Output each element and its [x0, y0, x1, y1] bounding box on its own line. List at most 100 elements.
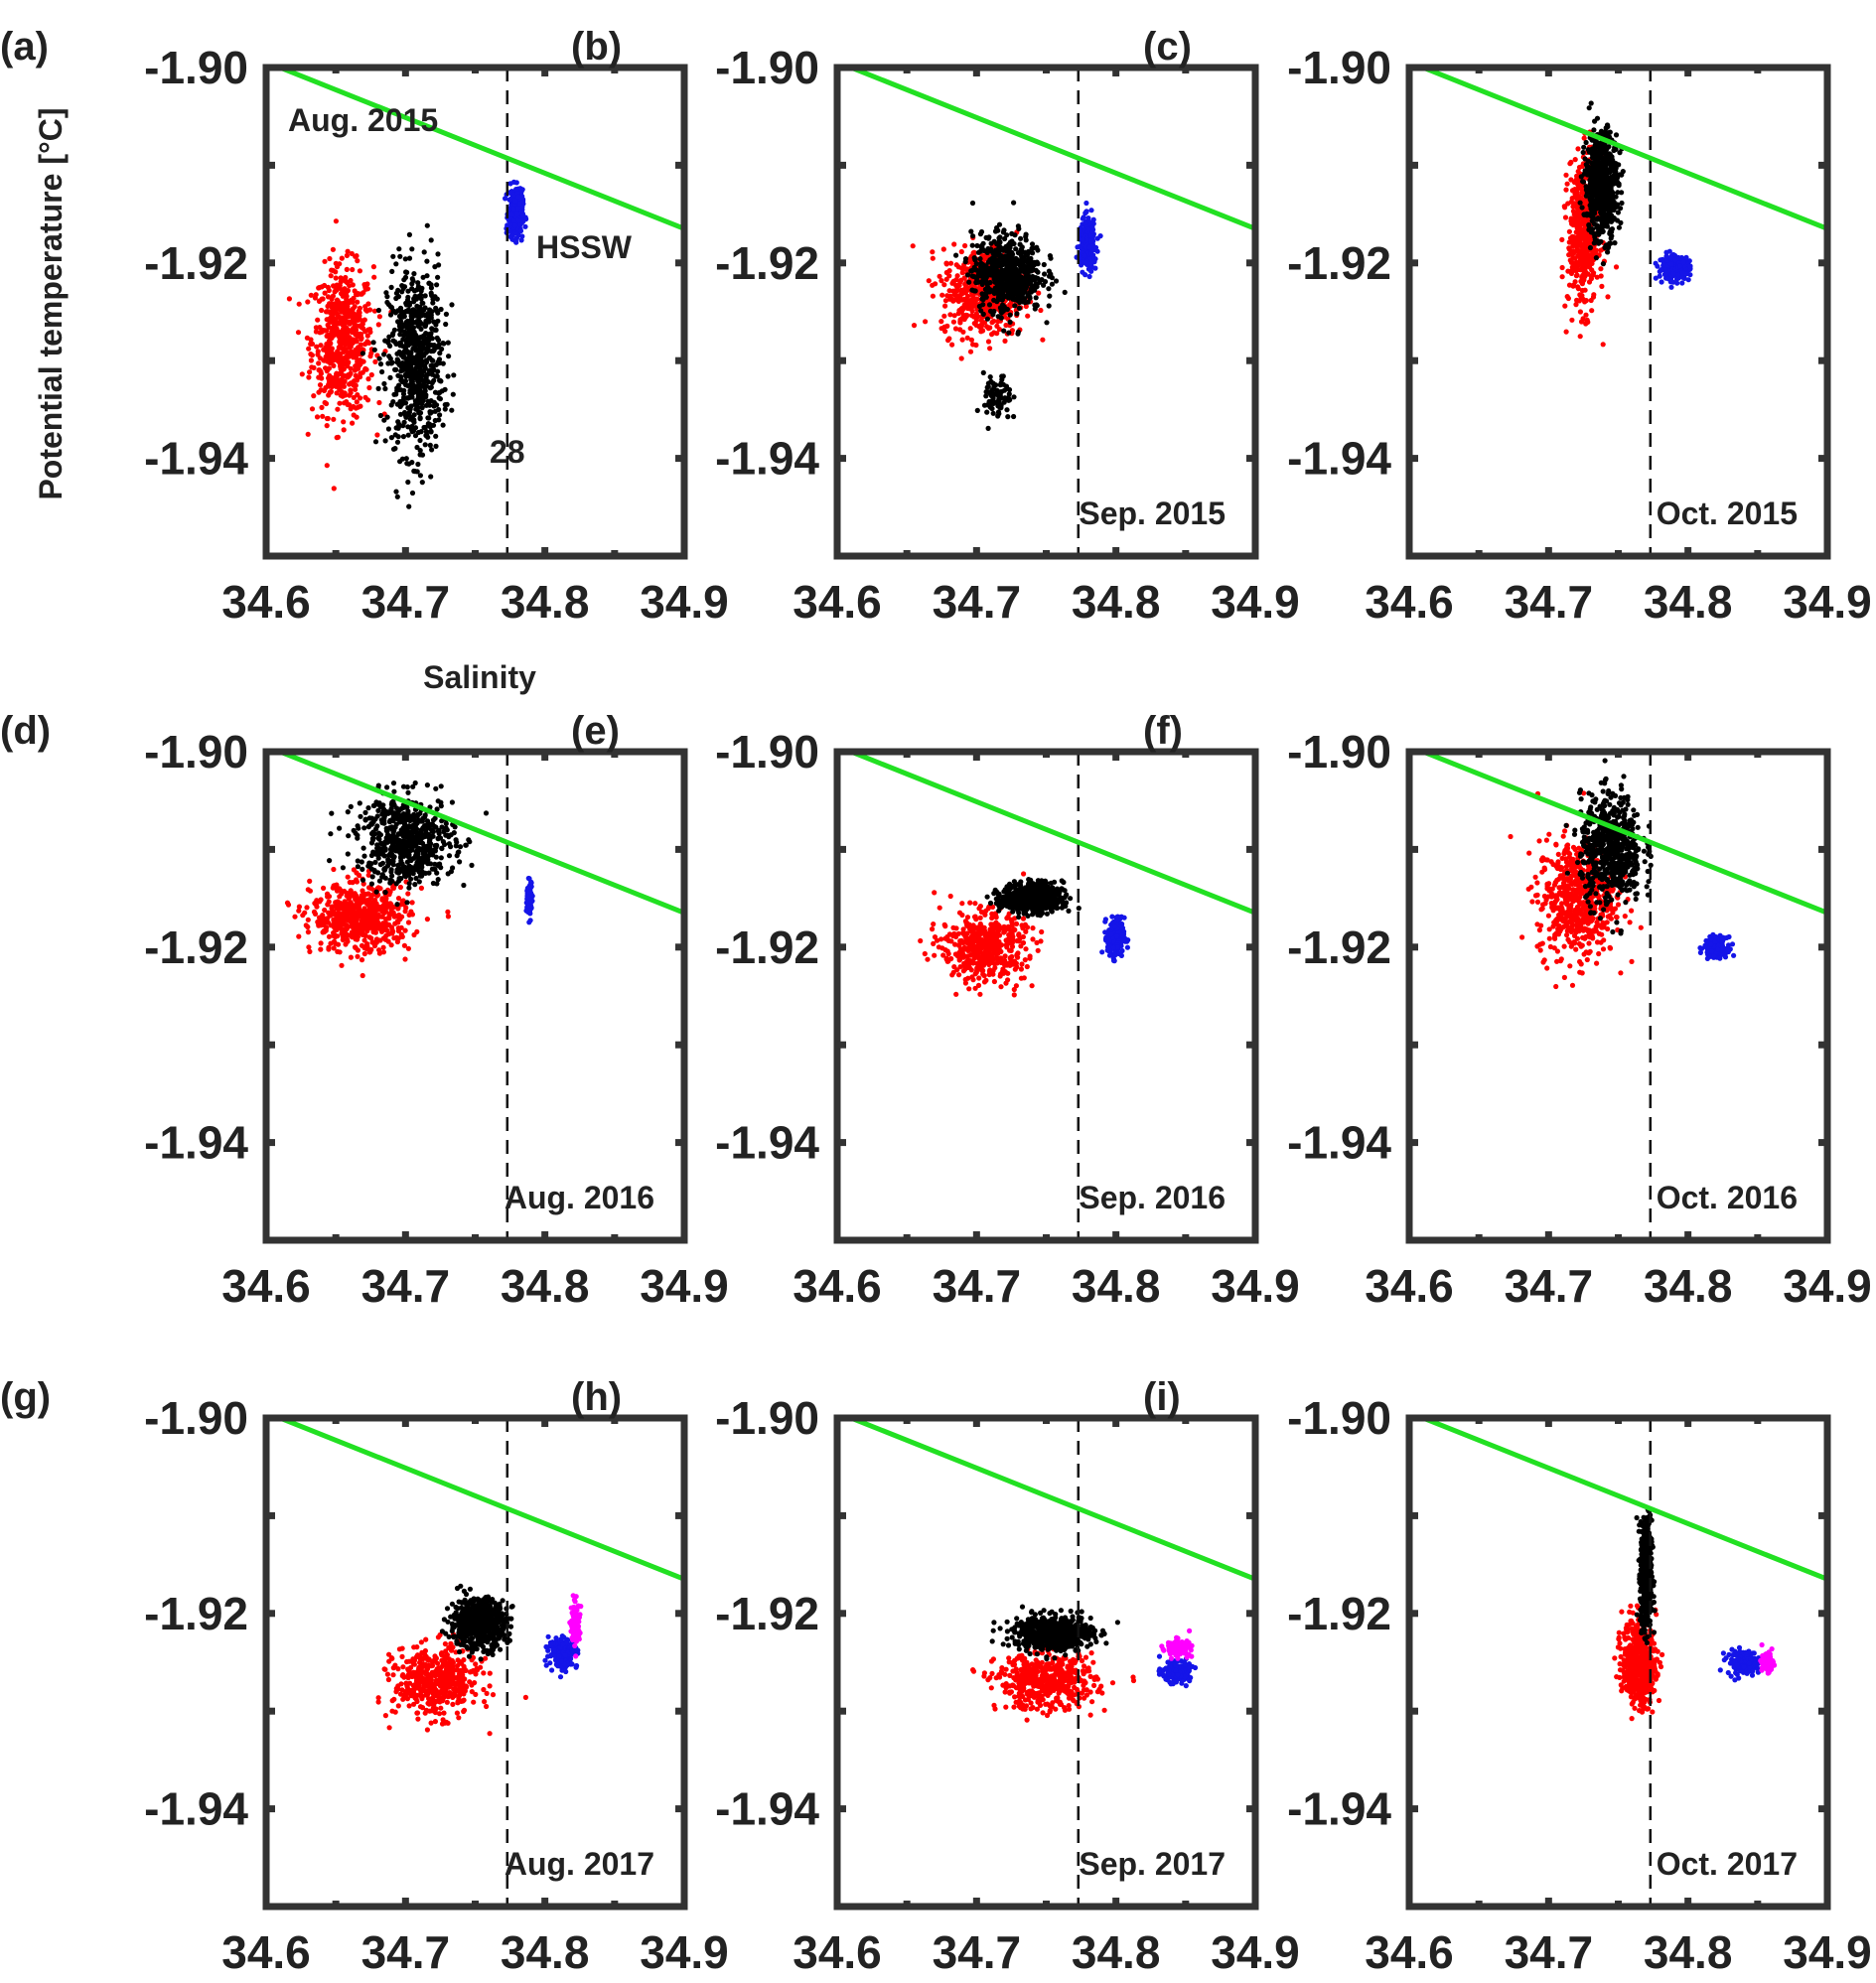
data-point-black	[405, 479, 411, 486]
data-point-red	[308, 352, 314, 357]
data-point-blue	[1082, 220, 1088, 226]
data-point-blue	[1668, 284, 1674, 290]
data-point-black	[385, 426, 391, 432]
data-point-red	[401, 942, 407, 948]
data-point-red	[343, 278, 349, 284]
data-point-black	[996, 411, 1002, 417]
data-point-black	[964, 272, 971, 278]
x-tick-label: 34.7	[933, 576, 1022, 628]
data-point-black	[1619, 190, 1625, 196]
y-tick-label: -1.90	[715, 42, 819, 93]
data-point-black	[416, 370, 422, 376]
data-point-red	[1600, 342, 1606, 348]
data-point-black	[396, 421, 402, 427]
data-point-red	[360, 972, 365, 979]
data-point-black	[1577, 200, 1583, 206]
data-point-black	[1587, 244, 1593, 251]
data-point-black	[404, 363, 410, 370]
data-point-red	[354, 377, 360, 383]
data-point-red	[923, 319, 929, 325]
data-point-red	[942, 303, 948, 309]
data-point-red	[314, 414, 321, 420]
data-point-red	[339, 255, 345, 261]
data-point-red	[365, 301, 371, 307]
data-point-black	[1035, 269, 1041, 275]
data-point-black	[417, 437, 423, 444]
data-point-red	[343, 274, 349, 281]
data-point-black	[387, 374, 393, 380]
data-point-blue	[1679, 280, 1685, 286]
data-point-red	[325, 894, 331, 900]
data-point-red	[390, 928, 396, 934]
data-point-black	[1590, 182, 1596, 188]
data-point-red	[418, 885, 424, 892]
data-point-red	[305, 929, 311, 935]
data-point-black	[977, 256, 983, 262]
data-point-black	[1003, 383, 1010, 389]
data-point-black	[969, 200, 976, 207]
data-point-black	[1041, 261, 1047, 268]
data-point-red	[318, 343, 324, 349]
data-point-red	[347, 283, 353, 289]
data-point-red	[350, 266, 356, 273]
data-point-black	[1053, 278, 1060, 284]
data-point-black	[1583, 139, 1589, 146]
data-point-black	[997, 382, 1003, 388]
y-tick-label: -1.94	[715, 433, 819, 485]
data-point-black	[403, 382, 409, 388]
data-point-black	[1032, 287, 1038, 293]
data-point-red	[361, 950, 367, 957]
data-point-red	[331, 866, 337, 873]
data-point-black	[989, 405, 995, 412]
data-point-black	[1014, 291, 1020, 297]
data-point-red	[359, 957, 365, 963]
data-point-black	[402, 256, 408, 262]
data-point-red	[313, 902, 319, 908]
data-point-red	[335, 376, 341, 383]
data-point-red	[391, 935, 397, 941]
data-point-black	[1608, 181, 1614, 187]
data-point-red	[318, 387, 324, 393]
data-point-black	[1581, 144, 1587, 150]
data-point-black	[428, 349, 434, 354]
data-point-red	[1583, 269, 1589, 275]
data-point-black	[1029, 241, 1036, 247]
data-point-red	[375, 322, 381, 328]
data-point-black	[436, 262, 442, 268]
data-point-red	[311, 909, 318, 916]
data-point-black	[1001, 328, 1007, 334]
data-point-red	[1575, 169, 1581, 175]
data-point-red	[362, 394, 368, 400]
data-point-red	[402, 956, 408, 962]
x-tick-label: 34.9	[640, 576, 729, 628]
data-point-red	[325, 294, 332, 300]
data-point-black	[1011, 413, 1017, 420]
data-point-black	[446, 354, 452, 359]
data-point-black	[405, 294, 411, 300]
data-point-red	[1570, 255, 1576, 261]
data-point-red	[343, 941, 349, 947]
data-point-black	[387, 355, 393, 361]
data-point-red	[371, 308, 377, 314]
data-point-red	[955, 264, 961, 270]
data-point-black	[996, 248, 1002, 254]
data-point-red	[354, 414, 360, 420]
data-point-black	[433, 433, 439, 439]
data-point-red	[405, 945, 411, 951]
data-point-red	[357, 872, 362, 879]
series-red	[286, 218, 394, 492]
data-point-black	[431, 319, 437, 325]
data-point-black	[980, 369, 986, 375]
data-point-black	[1595, 168, 1602, 174]
data-point-black	[1600, 186, 1606, 192]
data-point-red	[973, 322, 979, 328]
data-point-red	[1574, 173, 1580, 179]
series-blue	[503, 179, 529, 245]
data-point-red	[331, 416, 337, 422]
data-point-red	[1575, 253, 1581, 259]
data-point-black	[404, 358, 411, 365]
data-point-black	[1001, 246, 1007, 252]
data-point-black	[991, 297, 997, 303]
data-point-red	[360, 888, 365, 894]
data-point-black	[968, 228, 974, 234]
